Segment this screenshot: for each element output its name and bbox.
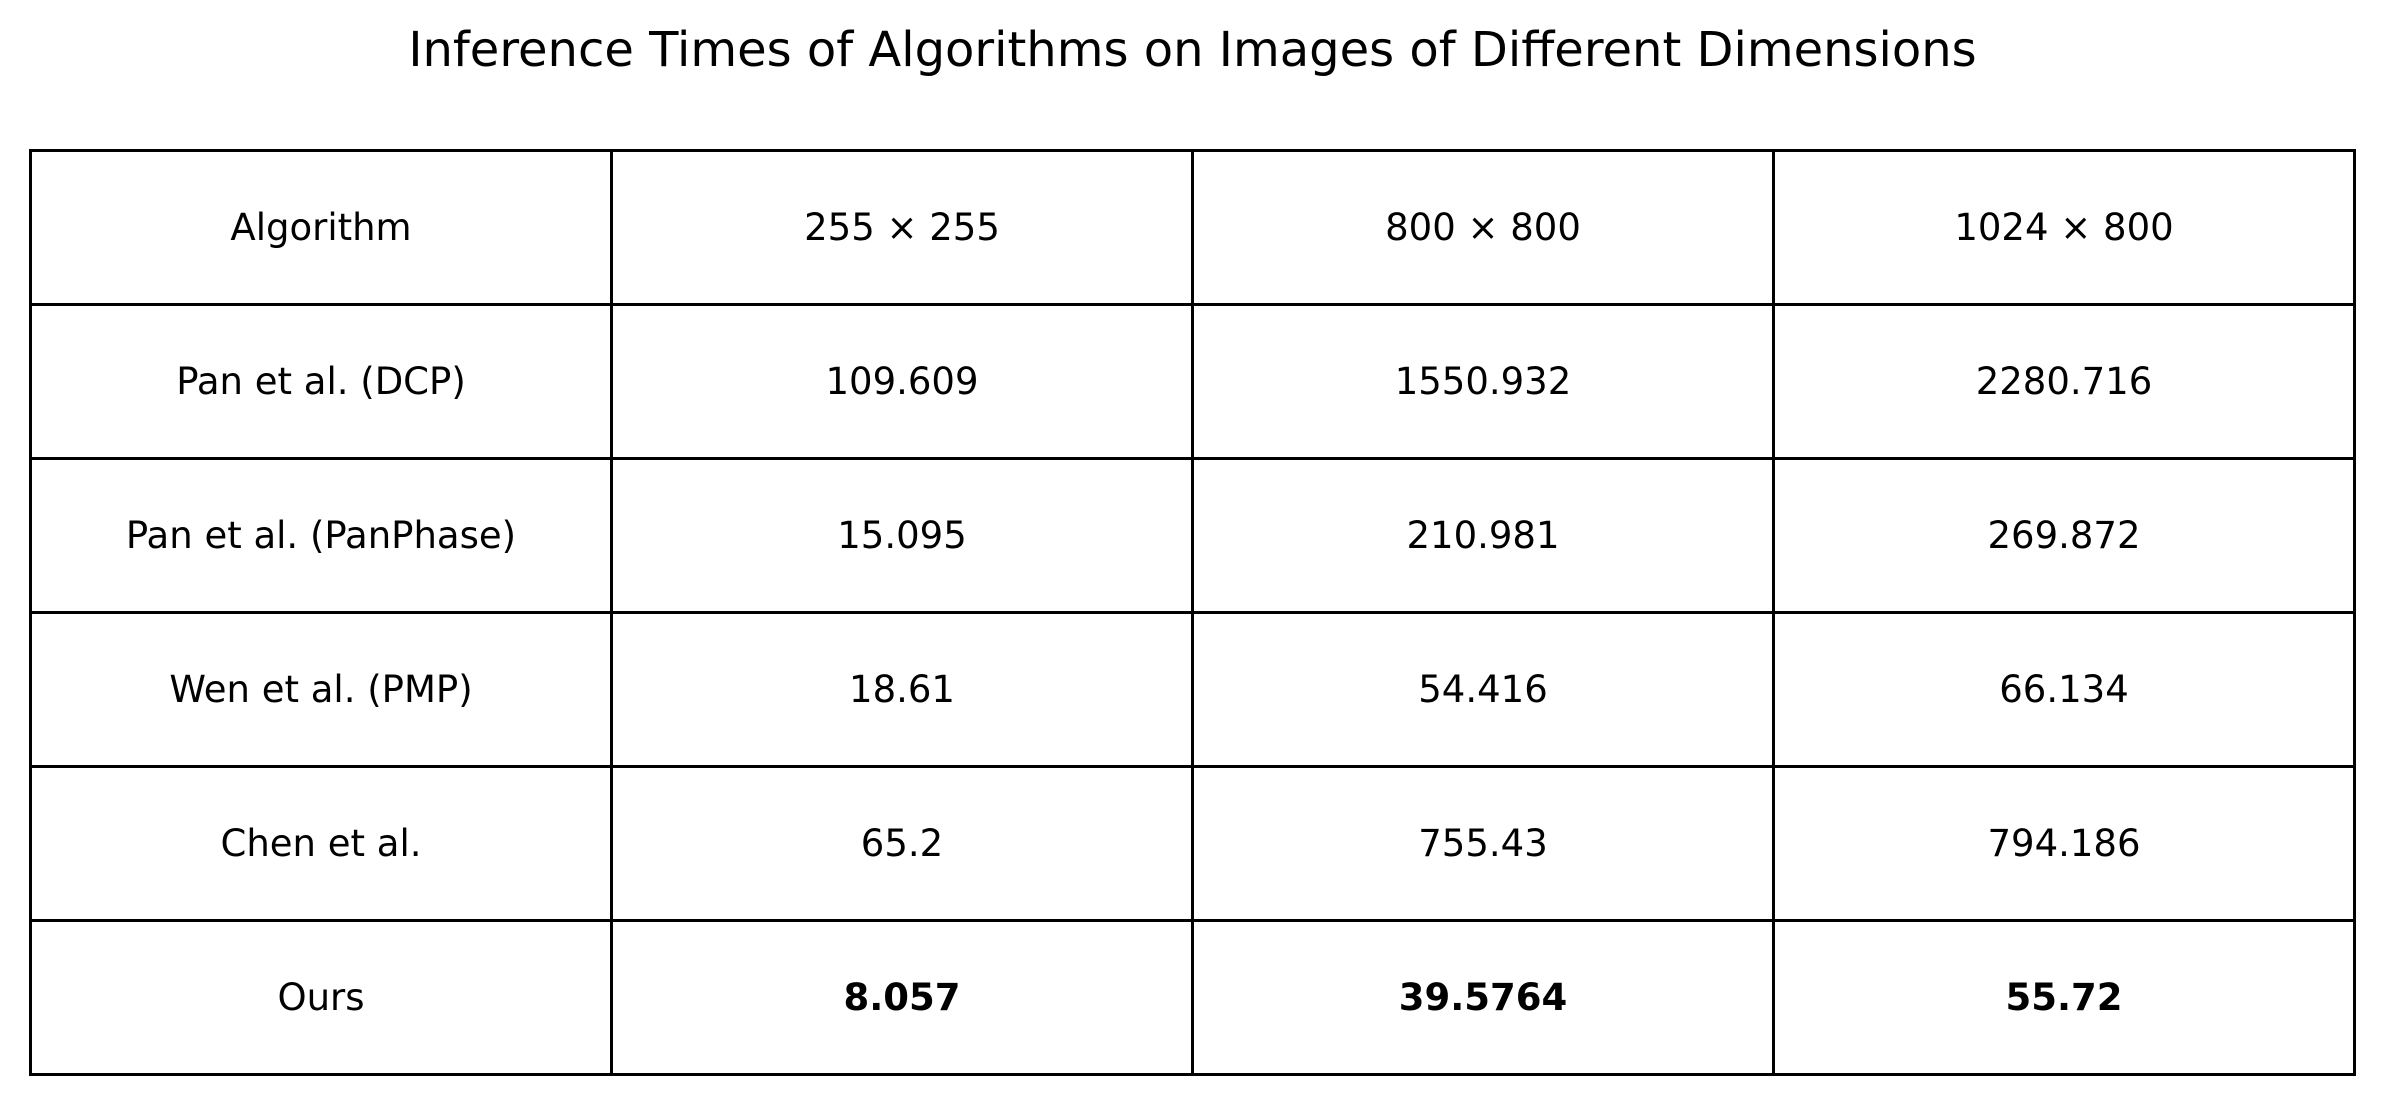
time-value-cell: 65.2 (610, 765, 1194, 922)
algorithm-name-cell: Ours (29, 919, 613, 1076)
inference-times-table: Algorithm 255 × 255 800 × 800 1024 × 800… (29, 149, 2356, 1076)
header-row: Algorithm 255 × 255 800 × 800 1024 × 800 (29, 149, 2356, 306)
table-row: Ours 8.057 39.5764 55.72 (29, 919, 2356, 1076)
time-value-cell: 54.416 (1191, 611, 1775, 768)
time-value-cell: 1550.932 (1191, 303, 1775, 460)
table-row: Wen et al. (PMP) 18.61 54.416 66.134 (29, 611, 2356, 768)
algorithm-name-cell: Wen et al. (PMP) (29, 611, 613, 768)
header-cell-255x255: 255 × 255 (610, 149, 1194, 306)
time-value-cell: 39.5764 (1191, 919, 1775, 1076)
time-value-cell: 269.872 (1772, 457, 2356, 614)
time-value-cell: 794.186 (1772, 765, 2356, 922)
algorithm-name-cell: Pan et al. (DCP) (29, 303, 613, 460)
table-row: Pan et al. (PanPhase) 15.095 210.981 269.87… (29, 457, 2356, 614)
time-value-cell: 15.095 (610, 457, 1194, 614)
time-value-cell: 66.134 (1772, 611, 2356, 768)
time-value-cell: 2280.716 (1772, 303, 2356, 460)
time-value-cell: 8.057 (610, 919, 1194, 1076)
chart-title: Inference Times of Algorithms on Images … (408, 22, 1977, 78)
header-cell-800x800: 800 × 800 (1191, 149, 1775, 306)
table-row: Chen et al. 65.2 755.43 794.186 (29, 765, 2356, 922)
header-cell-1024x800: 1024 × 800 (1772, 149, 2356, 306)
algorithm-name-cell: Chen et al. (29, 765, 613, 922)
table-row: Pan et al. (DCP) 109.609 1550.932 2280.716 (29, 303, 2356, 460)
header-cell-algorithm: Algorithm (29, 149, 613, 306)
time-value-cell: 55.72 (1772, 919, 2356, 1076)
time-value-cell: 109.609 (610, 303, 1194, 460)
table-body: Algorithm 255 × 255 800 × 800 1024 × 800… (29, 149, 2356, 1076)
time-value-cell: 18.61 (610, 611, 1194, 768)
time-value-cell: 755.43 (1191, 765, 1775, 922)
algorithm-name-cell: Pan et al. (PanPhase) (29, 457, 613, 614)
time-value-cell: 210.981 (1191, 457, 1775, 614)
